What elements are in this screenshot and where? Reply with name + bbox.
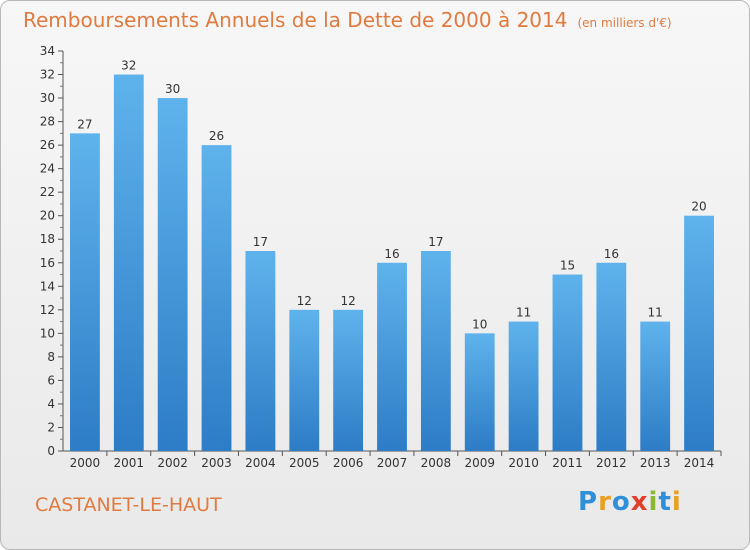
- bar-value-label: 17: [428, 235, 443, 249]
- chart-bars: [70, 74, 714, 451]
- bar-value-label: 26: [209, 129, 224, 143]
- x-tick-label: 2012: [596, 456, 627, 470]
- chart-title-main: Remboursements Annuels de la Dette de 20…: [23, 8, 568, 32]
- y-tick-label: 34: [40, 44, 55, 58]
- bar: [552, 274, 583, 451]
- y-tick-label: 4: [47, 397, 55, 411]
- logo-letter: P: [578, 487, 599, 517]
- bar: [508, 321, 539, 451]
- y-tick-label: 0: [47, 444, 55, 458]
- bar: [333, 309, 364, 451]
- bar: [464, 333, 495, 451]
- bar: [201, 145, 232, 451]
- chart-title-unit: (en milliers d'€): [577, 16, 672, 30]
- logo-letter: i: [671, 487, 682, 517]
- bar-value-label: 27: [77, 117, 92, 131]
- y-tick-label: 6: [47, 373, 55, 387]
- x-tick-label: 2000: [70, 456, 101, 470]
- y-tick-label: 10: [40, 326, 55, 340]
- x-tick-label: 2013: [640, 456, 671, 470]
- bar: [684, 215, 714, 451]
- x-tick-label: 2002: [157, 456, 188, 470]
- y-tick-label: 30: [40, 91, 55, 105]
- town-name: CASTANET-LE-HAUT: [35, 494, 222, 516]
- bar-value-label: 11: [648, 306, 663, 320]
- y-tick-label: 28: [40, 115, 55, 129]
- bar: [70, 133, 100, 451]
- bar-value-label: 16: [384, 247, 399, 261]
- proxiti-logo: Proxiti: [578, 487, 682, 517]
- x-tick-label: 2003: [201, 456, 232, 470]
- y-tick-label: 26: [40, 138, 55, 152]
- y-tick-label: 32: [40, 68, 55, 82]
- bar: [420, 251, 451, 451]
- y-tick-label: 22: [40, 185, 55, 199]
- y-tick-label: 14: [40, 279, 55, 293]
- logo-letter: t: [658, 487, 672, 517]
- bar-value-label: 20: [691, 200, 706, 214]
- logo-letter: x: [630, 487, 649, 517]
- x-tick-label: 2001: [114, 456, 145, 470]
- y-tick-label: 20: [40, 209, 55, 223]
- x-tick-label: 2014: [684, 456, 715, 470]
- x-tick-label: 2006: [333, 456, 364, 470]
- logo-letter: i: [648, 487, 659, 517]
- logo-letter: r: [598, 487, 612, 517]
- y-tick-label: 2: [47, 420, 55, 434]
- bar: [377, 262, 407, 451]
- bar-value-label: 11: [516, 306, 531, 320]
- bar: [289, 309, 320, 451]
- x-tick-label: 2011: [552, 456, 583, 470]
- bar-value-label: 30: [165, 82, 180, 96]
- bar-value-label: 15: [560, 259, 575, 273]
- x-tick-label: 2005: [289, 456, 320, 470]
- chart-title: Remboursements Annuels de la Dette de 20…: [23, 8, 672, 32]
- bar-value-label: 16: [604, 247, 619, 261]
- bar: [596, 262, 627, 451]
- chart-labels: 27 2000 32 2001 30 2002 26 2003 17 2004 12 2005 12 20…: [70, 59, 715, 470]
- bar-value-label: 32: [121, 59, 136, 73]
- y-tick-label: 8: [47, 350, 55, 364]
- y-tick-label: 18: [40, 232, 55, 246]
- logo-letter: o: [611, 487, 631, 517]
- bar-value-label: 10: [472, 317, 487, 331]
- x-tick-label: 2004: [245, 456, 276, 470]
- y-tick-label: 24: [40, 162, 55, 176]
- bar: [640, 321, 671, 451]
- y-tick-label: 12: [40, 303, 55, 317]
- bar-value-label: 12: [297, 294, 312, 308]
- x-tick-label: 2008: [421, 456, 452, 470]
- bar: [245, 251, 276, 451]
- bar-value-label: 12: [340, 294, 355, 308]
- y-tick-label: 16: [40, 256, 55, 270]
- x-tick-label: 2009: [464, 456, 495, 470]
- x-tick-label: 2007: [377, 456, 408, 470]
- x-tick-label: 2010: [508, 456, 539, 470]
- bar: [157, 98, 188, 451]
- bar-value-label: 17: [253, 235, 268, 249]
- bar: [113, 74, 144, 451]
